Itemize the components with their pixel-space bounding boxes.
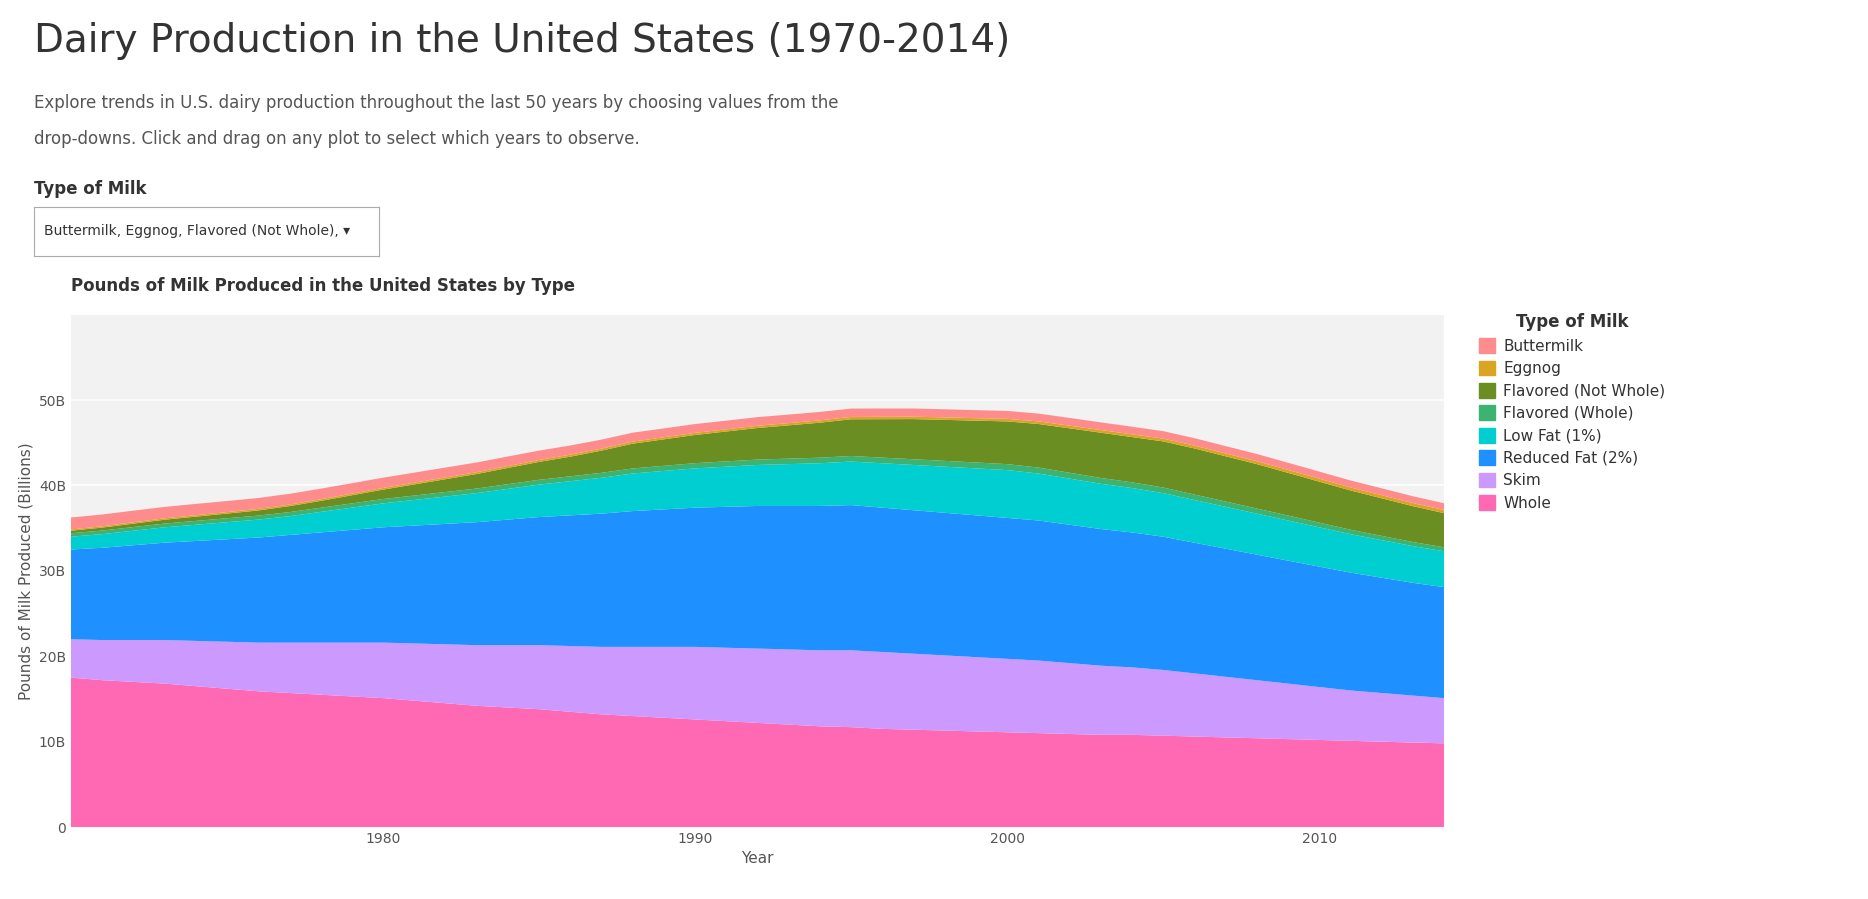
Text: Buttermilk, Eggnog, Flavored (Not Whole), ▾: Buttermilk, Eggnog, Flavored (Not Whole)…	[45, 225, 349, 238]
Text: drop-downs. Click and drag on any plot to select which years to observe.: drop-downs. Click and drag on any plot t…	[34, 130, 639, 148]
X-axis label: Year: Year	[742, 851, 773, 867]
Y-axis label: Pounds of Milk Produced (Billions): Pounds of Milk Produced (Billions)	[19, 442, 34, 699]
Text: Type of Milk: Type of Milk	[34, 180, 146, 198]
Legend: Buttermilk, Eggnog, Flavored (Not Whole), Flavored (Whole), Low Fat (1%), Reduce: Buttermilk, Eggnog, Flavored (Not Whole)…	[1474, 308, 1670, 515]
Text: Explore trends in U.S. dairy production throughout the last 50 years by choosing: Explore trends in U.S. dairy production …	[34, 94, 839, 112]
Text: Pounds of Milk Produced in the United States by Type: Pounds of Milk Produced in the United St…	[71, 277, 575, 295]
Text: Dairy Production in the United States (1970-2014): Dairy Production in the United States (1…	[34, 22, 1011, 60]
